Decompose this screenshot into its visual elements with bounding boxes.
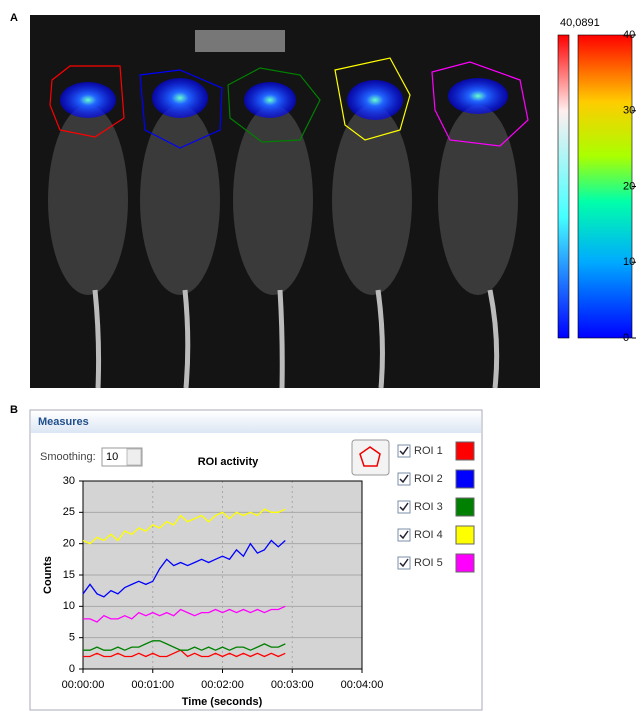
legend-swatch <box>455 497 475 517</box>
x-tick-label: 00:03:00 <box>271 679 314 691</box>
panel-label: A <box>10 12 18 24</box>
roi-tool-button[interactable] <box>351 439 390 476</box>
y-tick-label: 10 <box>63 600 75 612</box>
window-header <box>31 411 481 433</box>
roi-outline <box>227 67 321 143</box>
x-tick-label: 00:00:00 <box>62 679 105 691</box>
x-axis-label: Time (seconds) <box>182 696 263 708</box>
y-tick-label: 20 <box>63 538 75 550</box>
x-tick-label: 00:02:00 <box>201 679 244 691</box>
legend-swatch <box>455 525 475 545</box>
legend-label: ROI 1 <box>414 445 443 457</box>
check-mark <box>399 558 409 568</box>
colorbar-max-label: 40,0891 <box>560 17 600 29</box>
series-line <box>82 539 286 598</box>
roi-outline <box>49 65 125 138</box>
plot-frame <box>82 480 363 670</box>
roi-outline <box>431 61 529 147</box>
series-line <box>82 508 286 545</box>
panel-label: B <box>10 404 18 416</box>
legend-checkbox[interactable] <box>397 528 411 542</box>
colorbar <box>577 34 633 339</box>
y-tick-label: 5 <box>69 632 75 644</box>
legend-checkbox[interactable] <box>397 556 411 570</box>
check-mark <box>399 502 409 512</box>
colorbar-tick-label: 40 <box>623 29 635 41</box>
legend-swatch <box>455 553 475 573</box>
y-tick-label: 15 <box>63 569 75 581</box>
series-line <box>83 649 286 658</box>
mouse-image <box>30 15 540 389</box>
series-line <box>83 605 286 623</box>
legend-swatch <box>455 441 475 461</box>
colorbar-thin <box>557 34 570 339</box>
chart-title: ROI activity <box>198 456 259 468</box>
x-tick-label: 00:04:00 <box>341 679 384 691</box>
series-line <box>83 640 286 651</box>
legend-label: ROI 5 <box>414 557 443 569</box>
colorbar-tick-label: 10 <box>623 256 635 268</box>
y-tick-label: 25 <box>63 506 75 518</box>
y-axis-label: Counts <box>42 556 54 594</box>
roi-outline <box>334 57 411 141</box>
y-tick-label: 30 <box>63 475 75 487</box>
colorbar-tick-label: 30 <box>623 105 635 117</box>
check-mark <box>399 446 409 456</box>
legend-label: ROI 4 <box>414 529 443 541</box>
legend-swatch <box>455 469 475 489</box>
legend-checkbox[interactable] <box>397 472 411 486</box>
legend-label: ROI 2 <box>414 473 443 485</box>
smoothing-label: Smoothing: <box>40 451 96 463</box>
colorbar-tick-label: 0 <box>623 332 629 344</box>
window-title: Measures <box>38 416 89 428</box>
legend-checkbox[interactable] <box>397 500 411 514</box>
check-mark <box>399 474 409 484</box>
smoothing-value[interactable]: 10 <box>106 451 118 463</box>
roi-outline <box>139 69 223 149</box>
check-mark <box>399 530 409 540</box>
roi-icon <box>359 446 381 467</box>
legend-checkbox[interactable] <box>397 444 411 458</box>
legend-label: ROI 3 <box>414 501 443 513</box>
x-tick-label: 00:01:00 <box>131 679 174 691</box>
spin-button[interactable] <box>126 448 142 466</box>
colorbar-tick-label: 20 <box>623 180 635 192</box>
y-tick-label: 0 <box>69 663 75 675</box>
